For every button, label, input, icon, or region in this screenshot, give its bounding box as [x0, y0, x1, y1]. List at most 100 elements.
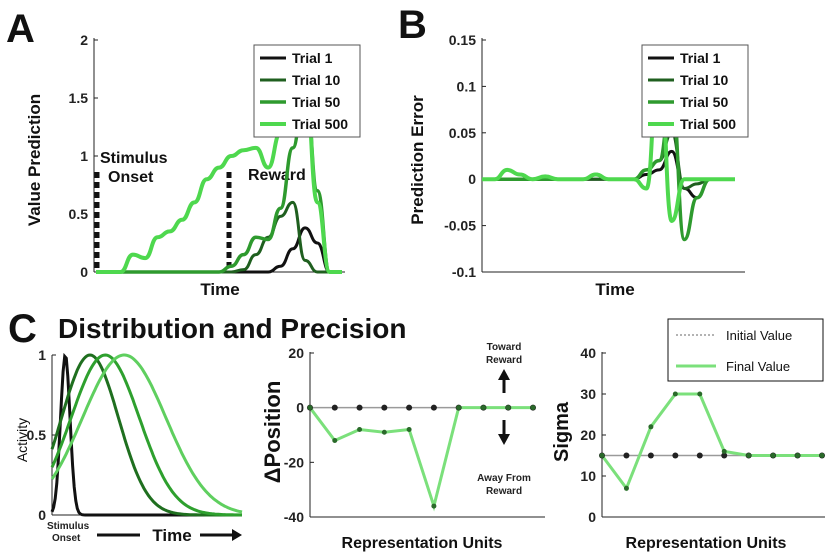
panel-a-xlabel: Time [200, 280, 239, 299]
stimulus-label-1: Stimulus [100, 150, 168, 167]
ytick-label-3-2: 0 [296, 400, 304, 416]
ytick-label-0-3: 1.5 [69, 90, 89, 106]
final-point-4-7 [770, 453, 776, 458]
initial-point-3-5 [430, 404, 437, 411]
legend-label-0-1: Trial 10 [292, 72, 340, 88]
ytick-label-3-1: -20 [284, 454, 304, 470]
ytick-label-1-2: 0 [468, 171, 476, 187]
legend-label-initial: Initial Value [726, 328, 792, 343]
final-point-3-6 [456, 405, 462, 411]
panel-c-position-chart: -40 -20 0 20 ΔPosition Representation Units… [260, 342, 545, 552]
ytick-label-1-1: -0.05 [444, 218, 476, 234]
ytick-label-0-0: 0 [80, 264, 88, 280]
ytick-label-0-1: 0.5 [69, 206, 89, 222]
stimulus-label-2: Onset [108, 169, 154, 186]
final-point-4-1 [623, 485, 629, 491]
panel-letter-b: B [398, 3, 427, 47]
ytick-label-1-3: 0.05 [449, 125, 476, 141]
panel-cr-legend [667, 318, 824, 382]
ytick-label-1-5: 0.15 [449, 32, 476, 48]
final-point-3-5 [431, 503, 437, 509]
away-label-2: Reward [486, 486, 522, 497]
final-point-4-8 [795, 453, 801, 458]
final-point-3-2 [357, 427, 363, 433]
panel-cr-ylabel: Sigma [551, 401, 573, 462]
stimulus-onset-label-2: Onset [52, 533, 81, 544]
initial-point-4-5 [721, 452, 728, 459]
toward-arrow-head [498, 369, 510, 380]
ytick-label-4-3: 30 [580, 386, 596, 402]
panel-cr-xlabel: Representation Units [626, 535, 787, 552]
final-point-3-7 [480, 405, 486, 411]
ytick-label-4-1: 10 [580, 468, 596, 484]
panel-a-chart: 0 0.5 1 1.5 2 Value Prediction Time Stimulus… [25, 32, 361, 299]
ytick-label-1-4: 0.1 [457, 78, 477, 94]
panel-a-series-0 [96, 226, 342, 274]
panel-b-ylabel: Prediction Error [408, 95, 427, 225]
initial-point-3-1 [331, 404, 338, 411]
initial-point-4-2 [647, 452, 654, 459]
legend-label-1-3: Trial 500 [680, 116, 736, 132]
ytick-label-0-4: 2 [80, 32, 88, 48]
initial-point-3-3 [381, 404, 388, 411]
panel-b-legend [641, 44, 749, 138]
final-point-3-4 [406, 427, 412, 433]
ytick-label-3-0: -40 [284, 509, 304, 525]
legend-label-0-0: Trial 1 [292, 50, 333, 66]
final-point-3-8 [505, 405, 511, 411]
panel-b-series-3 [482, 47, 735, 223]
final-point-4-3 [672, 391, 678, 397]
initial-point-4-3 [672, 452, 679, 459]
panel-b-xlabel: Time [595, 280, 634, 299]
final-point-3-0 [307, 405, 313, 411]
reward-label: Reward [248, 167, 306, 184]
final-point-3-3 [381, 429, 387, 435]
panel-letter-a: A [6, 7, 35, 51]
final-point-4-2 [648, 424, 654, 430]
activity-curve-2 [50, 353, 242, 517]
final-point-4-5 [721, 448, 727, 454]
panel-a-series-1 [96, 200, 342, 274]
ytick-label-0-2: 1 [80, 148, 88, 164]
toward-label-1: Toward [487, 342, 522, 353]
away-label-1: Away From [477, 473, 531, 484]
panel-cm-ylabel: ΔPosition [260, 381, 285, 484]
final-point-4-6 [746, 453, 752, 458]
ytick-label-1-0: -0.1 [452, 264, 476, 280]
section-title: Distribution and Precision [58, 313, 406, 344]
final-point-4-0 [599, 453, 605, 458]
panel-c-sigma-chart: 0 10 20 30 40 Sigma Representation Units Ini… [551, 318, 825, 552]
final-point-4-9 [819, 453, 825, 458]
panel-a-legend [253, 44, 361, 138]
ytick-label-4-0: 0 [588, 509, 596, 525]
initial-point-4-4 [696, 452, 703, 459]
ytick-label-2-2: 1 [38, 347, 46, 363]
ytick-label-4-4: 40 [580, 345, 596, 361]
activity-curve-3 [50, 353, 243, 514]
legend-label-final: Final Value [726, 359, 790, 374]
toward-label-2: Reward [486, 355, 522, 366]
final-line-4 [600, 392, 822, 492]
time-arrow-head [232, 529, 242, 541]
legend-label-1-1: Trial 10 [680, 72, 728, 88]
final-point-3-9 [530, 405, 536, 411]
panel-cl-ylabel: Activity [14, 418, 30, 462]
away-arrow-head [498, 434, 510, 445]
legend-label-1-0: Trial 1 [680, 50, 721, 66]
legend-label-1-2: Trial 50 [680, 94, 728, 110]
initial-point-4-1 [623, 452, 630, 459]
ytick-label-4-2: 20 [580, 427, 596, 443]
final-point-4-4 [697, 391, 703, 397]
final-line-3 [308, 406, 533, 512]
panel-c-activity-chart: 0 0.5 1 Activity Stimulus Onset Time [14, 347, 243, 545]
stimulus-onset-label-1: Stimulus [47, 521, 90, 532]
panel-a-ylabel: Value Prediction [25, 94, 44, 226]
ytick-label-2-0: 0 [38, 507, 46, 523]
panel-letter-c: C [8, 307, 37, 351]
legend-label-0-2: Trial 50 [292, 94, 340, 110]
legend-label-0-3: Trial 500 [292, 116, 348, 132]
initial-point-3-2 [356, 404, 363, 411]
initial-point-3-4 [406, 404, 413, 411]
ytick-label-2-1: 0.5 [27, 427, 47, 443]
